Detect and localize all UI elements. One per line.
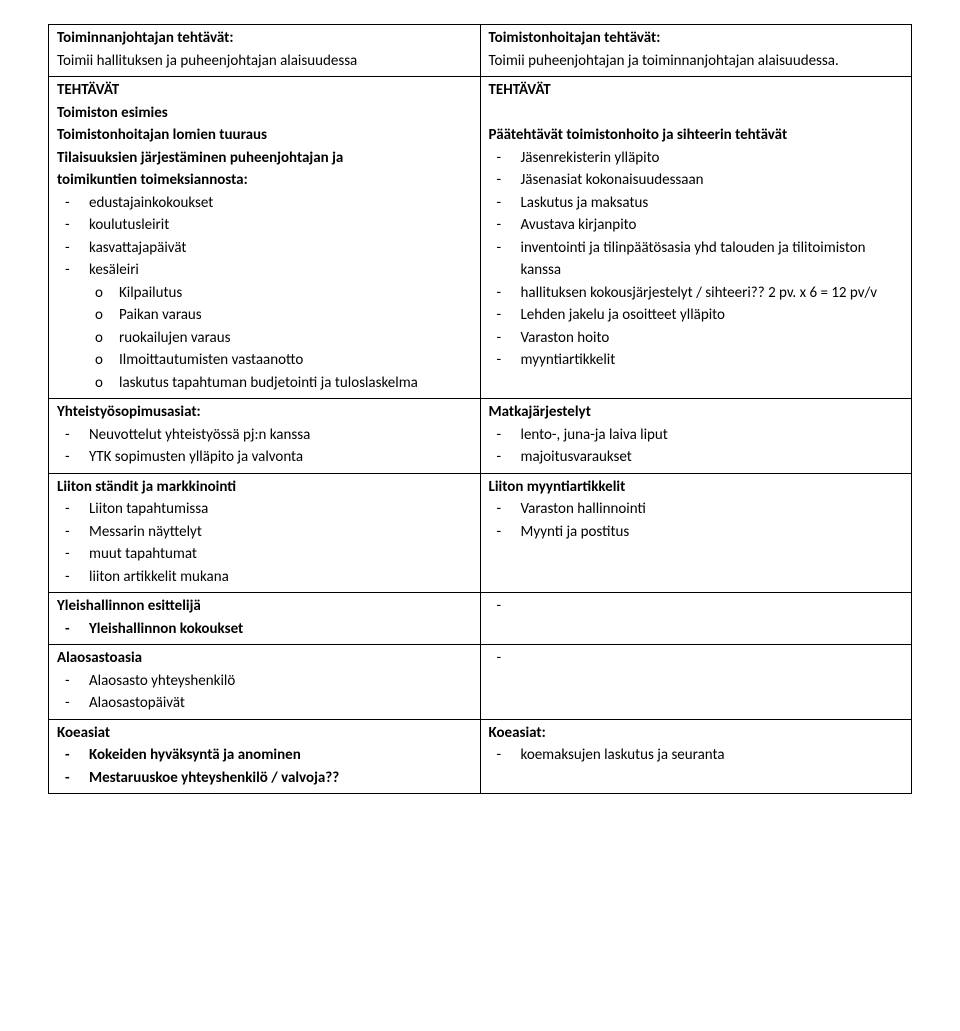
cell-left-2: TEHTÄVÄT Toimiston esimies Toimistonhoit… — [49, 77, 481, 399]
list-item: muut tapahtumat — [89, 543, 472, 566]
cell-right-4: Liiton myyntiartikkelit Varaston hallinn… — [480, 473, 912, 593]
list-item: Paikan varaus — [119, 304, 472, 327]
list-item: Myynti ja postitus — [521, 521, 904, 544]
cell-right-7: Koeasiat: koemaksujen laskutus ja seuran… — [480, 719, 912, 794]
document-table: Toiminnanjohtajan tehtävät: Toimii halli… — [48, 24, 912, 794]
right-r3-h: Matkajärjestelyt — [489, 401, 904, 424]
list-item: Varaston hoito — [521, 327, 904, 350]
left-r3-h: Yhteistyösopimusasiat: — [57, 401, 472, 424]
list-item: Kokeiden hyväksyntä ja anominen — [89, 744, 472, 767]
cell-right-6: - — [480, 645, 912, 720]
list-item: lento-, juna-ja laiva liput — [521, 424, 904, 447]
list-item: Mestaruuskoe yhteyshenkilö / valvoja?? — [89, 767, 472, 790]
left-r5-h: Yleishallinnon esittelijä — [57, 595, 472, 618]
right-r3-list: lento-, juna-ja laiva liput majoitusvara… — [521, 424, 904, 469]
cell-left-3: Yhteistyösopimusasiat: Neuvottelut yhtei… — [49, 399, 481, 474]
list-item: Yleishallinnon kokoukset — [89, 618, 472, 641]
list-item: liiton artikkelit mukana — [89, 566, 472, 589]
left-r5-list: Yleishallinnon kokoukset — [89, 618, 472, 641]
right-r1-title: Toimistonhoitajan tehtävät: — [489, 27, 904, 50]
right-r4-h: Liiton myyntiartikkelit — [489, 476, 904, 499]
list-item: Neuvottelut yhteistyössä pj:n kanssa — [89, 424, 472, 447]
list-item: Alaosasto yhteyshenkilö — [89, 670, 472, 693]
left-r2-h4b: toimikuntien toimeksiannosta: — [57, 169, 472, 192]
list-item: inventointi ja tilinpäätösasia yhd talou… — [521, 237, 904, 282]
list-item: Varaston hallinnointi — [521, 498, 904, 521]
cell-right-3: Matkajärjestelyt lento-, juna-ja laiva l… — [480, 399, 912, 474]
left-r1-title: Toiminnanjohtajan tehtävät: — [57, 27, 472, 50]
left-r7-h: Koeasiat — [57, 722, 472, 745]
cell-left-6: Alaosastoasia Alaosasto yhteyshenkilö Al… — [49, 645, 481, 720]
list-item: koemaksujen laskutus ja seuranta — [521, 744, 904, 767]
list-item: Kilpailutus — [119, 282, 472, 305]
cell-left-1: Toiminnanjohtajan tehtävät: Toimii halli… — [49, 25, 481, 77]
left-r2-h3: Toimistonhoitajan lomien tuuraus — [57, 124, 472, 147]
list-item: Liiton tapahtumissa — [89, 498, 472, 521]
list-item: Messarin näyttelyt — [89, 521, 472, 544]
left-r2-sublist: Kilpailutus Paikan varaus ruokailujen va… — [119, 282, 472, 395]
list-item: - — [521, 595, 904, 618]
right-r2-list: Jäsenrekisterin ylläpito Jäsenasiat koko… — [521, 147, 904, 372]
list-item: - — [521, 647, 904, 670]
left-r1-line: Toimii hallituksen ja puheenjohtajan ala… — [57, 50, 472, 73]
right-r7-list: koemaksujen laskutus ja seuranta — [521, 744, 904, 767]
list-item: Avustava kirjanpito — [521, 214, 904, 237]
cell-left-7: Koeasiat Kokeiden hyväksyntä ja anominen… — [49, 719, 481, 794]
list-item: kasvattajapäivät — [89, 237, 472, 260]
right-r4-list: Varaston hallinnointi Myynti ja postitus — [521, 498, 904, 543]
list-item: YTK sopimusten ylläpito ja valvonta — [89, 446, 472, 469]
list-item: ruokailujen varaus — [119, 327, 472, 350]
left-r6-list: Alaosasto yhteyshenkilö Alaosastopäivät — [89, 670, 472, 715]
cell-left-5: Yleishallinnon esittelijä Yleishallinnon… — [49, 593, 481, 645]
list-item: Laskutus ja maksatus — [521, 192, 904, 215]
left-r4-h: Liiton ständit ja markkinointi — [57, 476, 472, 499]
cell-right-1: Toimistonhoitajan tehtävät: Toimii puhee… — [480, 25, 912, 77]
left-r6-h: Alaosastoasia — [57, 647, 472, 670]
cell-right-5: - — [480, 593, 912, 645]
list-item: Alaosastopäivät — [89, 692, 472, 715]
cell-right-2: TEHTÄVÄT Päätehtävät toimistonhoito ja s… — [480, 77, 912, 399]
list-item: edustajainkokoukset — [89, 192, 472, 215]
list-item: myyntiartikkelit — [521, 349, 904, 372]
cell-left-4: Liiton ständit ja markkinointi Liiton ta… — [49, 473, 481, 593]
right-r2-h1: TEHTÄVÄT — [489, 79, 904, 102]
right-r7-h: Koeasiat: — [489, 722, 904, 745]
list-item: Ilmoittautumisten vastaanotto — [119, 349, 472, 372]
list-item: kesäleiri — [89, 259, 472, 282]
list-item: Jäsenrekisterin ylläpito — [521, 147, 904, 170]
right-r6-list: - — [521, 647, 904, 670]
left-r2-h2: Toimiston esimies — [57, 102, 472, 125]
list-item: koulutusleirit — [89, 214, 472, 237]
left-r2-h4a: Tilaisuuksien järjestäminen puheenjohtaj… — [57, 147, 472, 170]
left-r7-list: Kokeiden hyväksyntä ja anominen Mestaruu… — [89, 744, 472, 789]
right-r2-h2: Päätehtävät toimistonhoito ja sihteerin … — [489, 124, 904, 147]
list-item: laskutus tapahtuman budjetointi ja tulos… — [119, 372, 472, 395]
list-item: hallituksen kokousjärjestelyt / sihteeri… — [521, 282, 904, 305]
left-r4-list: Liiton tapahtumissa Messarin näyttelyt m… — [89, 498, 472, 588]
list-item: Lehden jakelu ja osoitteet ylläpito — [521, 304, 904, 327]
right-r5-list: - — [521, 595, 904, 618]
list-item: Jäsenasiat kokonaisuudessaan — [521, 169, 904, 192]
left-r3-list: Neuvottelut yhteistyössä pj:n kanssa YTK… — [89, 424, 472, 469]
left-r2-h1: TEHTÄVÄT — [57, 79, 472, 102]
list-item: majoitusvaraukset — [521, 446, 904, 469]
right-r1-line: Toimii puheenjohtajan ja toiminnanjohtaj… — [489, 50, 904, 73]
left-r2-list: edustajainkokoukset koulutusleirit kasva… — [89, 192, 472, 282]
